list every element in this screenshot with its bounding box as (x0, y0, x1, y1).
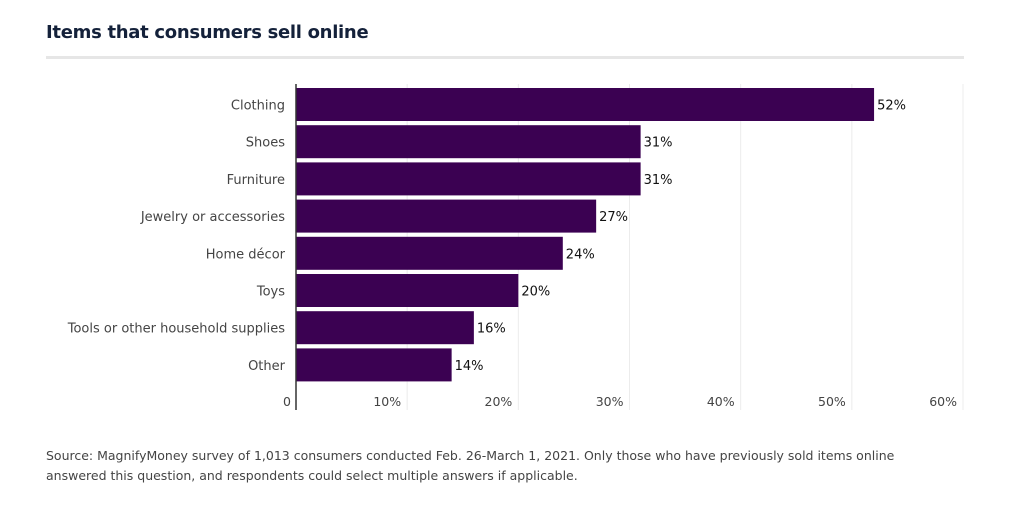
x-tick-label: 20% (485, 394, 513, 409)
category-label: Shoes (246, 136, 285, 151)
category-label: Other (248, 359, 286, 374)
category-label: Furniture (227, 173, 285, 188)
bar (296, 274, 519, 307)
x-tick-label: 60% (929, 394, 957, 409)
x-tick-label: 10% (373, 394, 401, 409)
bar (296, 125, 641, 159)
category-label: Jewelry or accessories (140, 210, 285, 225)
bar (296, 348, 452, 382)
data-label: 24% (566, 247, 595, 262)
data-label: 27% (599, 210, 628, 225)
x-tick-label: 40% (707, 394, 735, 409)
x-tick-label: 30% (596, 394, 624, 409)
bar (296, 236, 563, 270)
bar (296, 199, 597, 233)
data-label: 31% (644, 173, 673, 188)
x-tick-label: 50% (818, 394, 846, 409)
data-label: 52% (877, 99, 906, 114)
x-tick-label: 0 (283, 394, 291, 409)
data-label: 20% (521, 285, 550, 300)
category-label: Home décor (206, 247, 286, 262)
bar (296, 311, 474, 345)
data-label: 16% (477, 322, 506, 337)
bar (296, 88, 875, 121)
title-divider (46, 56, 964, 59)
category-label: Clothing (231, 99, 285, 114)
chart-title: Items that consumers sell online (46, 22, 369, 43)
category-label: Tools or other household supplies (67, 322, 285, 337)
category-label: Toys (256, 285, 285, 300)
bar-chart: 0 10% 20% 30% 40% 50% 60% Clothing 52% Shoes 31% Fu… (67, 84, 964, 410)
bar (296, 162, 641, 196)
source-note: Source: MagnifyMoney survey of 1,013 con… (46, 448, 895, 483)
data-label: 31% (644, 136, 673, 151)
data-label: 14% (455, 359, 484, 374)
